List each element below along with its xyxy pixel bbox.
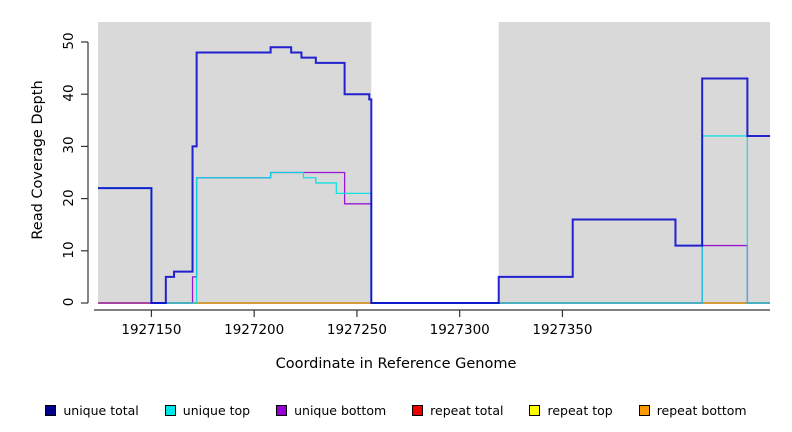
legend-label: repeat total [430,402,504,418]
legend-item-repeat-bottom[interactable]: repeat bottom [638,402,747,418]
shaded-regions [98,22,770,304]
y-tick-label: 30 [61,136,77,154]
y-tick-label: 10 [61,241,77,259]
series-unique-bottom [98,171,770,304]
x-tick-label: 1927350 [532,322,593,338]
legend-label: unique total [63,402,139,418]
shaded-region [98,22,372,304]
chart-legend: unique total unique top unique bottom repea… [0,398,792,422]
y-axis-title: Read Coverage Depth [30,80,46,240]
series-unique-total [98,46,770,304]
legend-swatch-icon [412,404,424,416]
y-tick-label: 50 [61,32,77,50]
series-lines [98,46,770,304]
legend-item-unique-bottom[interactable]: unique bottom [276,403,386,418]
legend-label: repeat top [547,402,613,418]
y-tick-label: 40 [61,84,77,102]
x-tick-label: 1927200 [224,322,285,338]
legend-swatch-icon [45,404,57,416]
x-tick-label: 1927300 [429,322,490,338]
legend-item-unique-top[interactable]: unique top [164,402,251,418]
legend-label: unique top [182,402,251,418]
legend-swatch-icon [638,404,650,416]
legend-swatch-icon [164,404,176,416]
x-tick-label: 1927150 [121,322,182,338]
y-tick-label: 20 [61,189,77,207]
legend-swatch-icon [276,404,288,416]
legend-item-repeat-total[interactable]: repeat total [412,403,503,418]
axis-lines [81,41,770,317]
legend-label: repeat bottom [656,402,747,418]
x-tick-label: 1927250 [326,322,387,338]
shaded-region [498,22,770,304]
y-tick-label: 0 [61,297,77,307]
legend-swatch-icon [529,404,541,416]
legend-item-repeat-top[interactable]: repeat top [529,402,613,418]
x-axis-title: Coordinate in Reference Genome [275,356,517,372]
legend-item-unique-total[interactable]: unique total [45,402,139,418]
coverage-plot-svg [81,22,770,317]
legend-label: unique bottom [294,402,387,418]
plot-area: Read Coverage Depth Coordinate in Refere… [30,22,770,372]
